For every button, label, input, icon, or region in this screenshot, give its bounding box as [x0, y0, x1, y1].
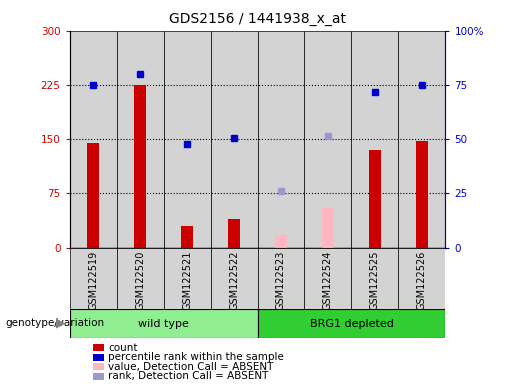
Bar — [211, 248, 258, 309]
Text: count: count — [108, 343, 138, 353]
Text: GDS2156 / 1441938_x_at: GDS2156 / 1441938_x_at — [169, 12, 346, 25]
Bar — [399, 31, 445, 248]
Bar — [211, 31, 258, 248]
Bar — [70, 248, 116, 309]
Text: BRG1 depleted: BRG1 depleted — [310, 318, 393, 329]
Bar — [70, 31, 116, 248]
Bar — [116, 248, 164, 309]
Bar — [399, 248, 445, 309]
Bar — [87, 143, 99, 248]
Bar — [258, 248, 304, 309]
Bar — [258, 309, 445, 338]
Bar — [164, 248, 211, 309]
Bar — [164, 31, 211, 248]
Text: GSM122521: GSM122521 — [182, 251, 192, 310]
Bar — [304, 248, 352, 309]
Bar — [134, 85, 146, 248]
Bar — [322, 208, 334, 248]
Bar — [416, 141, 428, 248]
Text: GSM122520: GSM122520 — [135, 251, 145, 310]
Text: percentile rank within the sample: percentile rank within the sample — [108, 352, 284, 362]
Text: ▶: ▶ — [56, 317, 65, 330]
Bar — [228, 219, 240, 248]
Bar — [70, 309, 258, 338]
Bar — [352, 248, 399, 309]
Bar — [275, 235, 287, 248]
Text: rank, Detection Call = ABSENT: rank, Detection Call = ABSENT — [108, 371, 268, 381]
Text: genotype/variation: genotype/variation — [5, 318, 104, 328]
Bar — [181, 226, 193, 248]
Bar — [258, 31, 304, 248]
Bar — [116, 31, 164, 248]
Text: GSM122523: GSM122523 — [276, 251, 286, 310]
Text: value, Detection Call = ABSENT: value, Detection Call = ABSENT — [108, 362, 273, 372]
Bar — [304, 31, 352, 248]
Text: GSM122522: GSM122522 — [229, 251, 239, 310]
Bar — [369, 150, 381, 248]
Bar — [352, 31, 399, 248]
Text: wild type: wild type — [138, 318, 189, 329]
Text: GSM122524: GSM122524 — [323, 251, 333, 310]
Text: GSM122526: GSM122526 — [417, 251, 427, 310]
Text: GSM122519: GSM122519 — [88, 251, 98, 310]
Text: GSM122525: GSM122525 — [370, 251, 380, 310]
